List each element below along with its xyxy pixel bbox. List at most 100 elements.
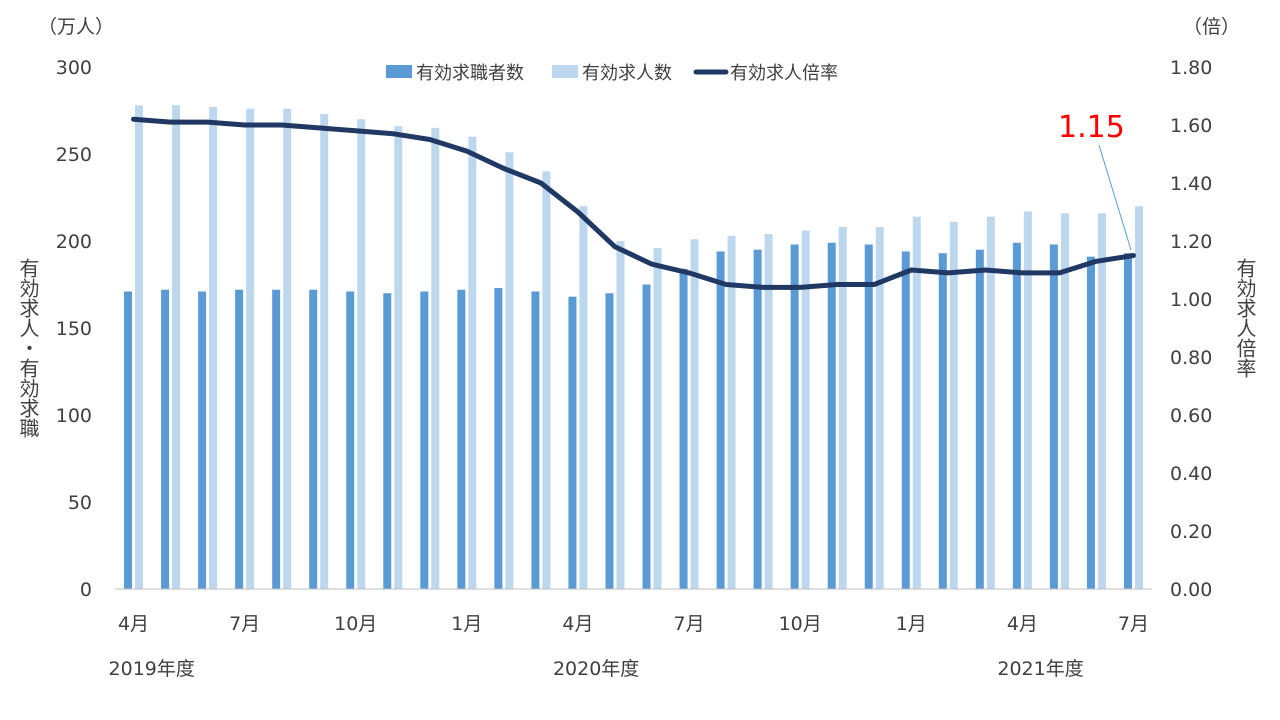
bar-job-seekers [309, 289, 318, 589]
bar-job-offers [986, 216, 995, 589]
legend-swatch-job-seekers [386, 65, 412, 78]
left-tick-label: 0 [80, 579, 92, 601]
bars-job-seekers [124, 242, 1132, 590]
bar-job-offers [690, 239, 699, 589]
bar-job-seekers [1086, 256, 1095, 589]
bar-job-offers [209, 107, 218, 590]
bar-job-offers [653, 247, 662, 589]
left-y-ticks: 0 50 100 150 200 250 300 [56, 57, 92, 601]
bar-job-seekers [457, 289, 466, 589]
bar-job-offers [949, 221, 958, 590]
bar-job-offers [875, 227, 884, 589]
bar-job-offers [431, 127, 440, 590]
x-tick-label: 7月 [229, 613, 260, 635]
x-tick-label: 1月 [896, 613, 927, 635]
bar-job-offers [283, 108, 292, 589]
bar-job-seekers [272, 289, 281, 589]
bar-job-seekers [827, 242, 836, 590]
right-tick-label: 1.20 [1170, 231, 1212, 253]
bar-job-seekers [1123, 253, 1132, 589]
bar-job-seekers [198, 291, 207, 589]
bar-job-seekers [420, 291, 429, 589]
fiscal-year-label: 2019年度 [109, 658, 195, 680]
bar-job-offers [1134, 206, 1143, 589]
bar-job-offers [764, 234, 773, 590]
bar-job-offers [1023, 211, 1032, 590]
bar-job-offers [1060, 213, 1069, 589]
right-tick-label: 1.40 [1170, 173, 1212, 195]
ratio-line [131, 116, 1136, 290]
bar-job-offers [172, 105, 181, 589]
x-tick-label: 4月 [1007, 613, 1038, 635]
bar-job-seekers [864, 244, 873, 590]
x-tick-label: 7月 [1118, 613, 1149, 635]
x-tick-label: 4月 [118, 613, 149, 635]
bar-job-offers [801, 230, 810, 589]
left-tick-label: 100 [56, 405, 92, 427]
legend: 有効求職者数 有効求人数 有効求人倍率 [386, 63, 838, 84]
right-tick-label: 1.80 [1170, 57, 1212, 79]
right-tick-label: 1.00 [1170, 289, 1212, 311]
bar-job-seekers [568, 296, 577, 589]
bar-job-offers [579, 206, 588, 589]
left-unit-label: （万人） [38, 16, 114, 38]
bar-job-seekers [790, 244, 799, 590]
right-tick-label: 0.60 [1170, 405, 1212, 427]
ratio-line-group [131, 116, 1136, 290]
legend-swatch-job-offers [552, 65, 578, 78]
bar-job-offers [838, 227, 847, 589]
bar-job-offers [912, 216, 921, 589]
bar-job-offers [320, 113, 329, 589]
annotation-leader-line [1098, 144, 1132, 251]
right-tick-label: 0.20 [1170, 521, 1212, 543]
bar-job-offers [135, 105, 144, 589]
x-tick-label: 7月 [674, 613, 705, 635]
right-axis-title: 有効求人倍率 [1233, 258, 1257, 378]
bar-job-seekers [346, 291, 355, 589]
bars-job-offers [135, 105, 1143, 590]
bar-job-seekers [975, 249, 984, 589]
bar-job-seekers [753, 249, 762, 589]
legend-label-ratio: 有効求人倍率 [730, 63, 838, 84]
right-tick-label: 1.60 [1170, 115, 1212, 137]
bar-job-seekers [383, 293, 392, 589]
bar-job-offers [1097, 213, 1106, 589]
left-tick-label: 300 [56, 57, 92, 79]
legend-label-job-offers: 有効求人数 [582, 63, 672, 84]
bar-job-offers [468, 136, 477, 589]
left-tick-label: 250 [56, 144, 92, 166]
x-ticks: 4月 7月 10月 1月 4月 7月 10月 1月 4月 7月 [118, 613, 1149, 635]
bar-job-seekers [679, 268, 688, 589]
x-tick-label: 10月 [779, 613, 822, 635]
bar-job-offers [394, 126, 403, 589]
bar-job-seekers [716, 251, 725, 589]
left-axis-title: 有効求人・有効求職 [16, 258, 40, 438]
bar-job-seekers [938, 253, 947, 589]
right-tick-label: 0.00 [1170, 579, 1212, 601]
bar-job-seekers [494, 287, 503, 589]
right-unit-label: （倍） [1183, 16, 1240, 38]
bar-job-seekers [235, 289, 244, 589]
bar-job-offers [727, 235, 736, 589]
bar-job-seekers [605, 293, 614, 589]
bar-job-offers [505, 152, 514, 589]
annotation-value: 1.15 [1058, 110, 1125, 145]
fiscal-year-label: 2020年度 [553, 658, 639, 680]
bar-job-seekers [1049, 244, 1058, 590]
left-tick-label: 200 [56, 231, 92, 253]
right-tick-label: 0.40 [1170, 463, 1212, 485]
x-tick-label: 1月 [451, 613, 482, 635]
x-tick-label: 10月 [334, 613, 377, 635]
left-tick-label: 150 [56, 318, 92, 340]
left-tick-label: 50 [68, 492, 92, 514]
bar-job-seekers [1012, 242, 1021, 590]
bar-job-seekers [531, 291, 540, 589]
bar-job-seekers [642, 284, 651, 589]
legend-label-job-seekers: 有効求職者数 [416, 63, 524, 84]
bar-job-offers [542, 171, 551, 589]
right-y-ticks: 0.00 0.20 0.40 0.60 0.80 1.00 1.20 1.40 1.60 1.80 [1170, 57, 1212, 601]
bar-job-seekers [161, 289, 170, 589]
fiscal-year-labels: 2019年度 2020年度 2021年度 [109, 658, 1084, 680]
bar-job-offers [357, 119, 366, 589]
